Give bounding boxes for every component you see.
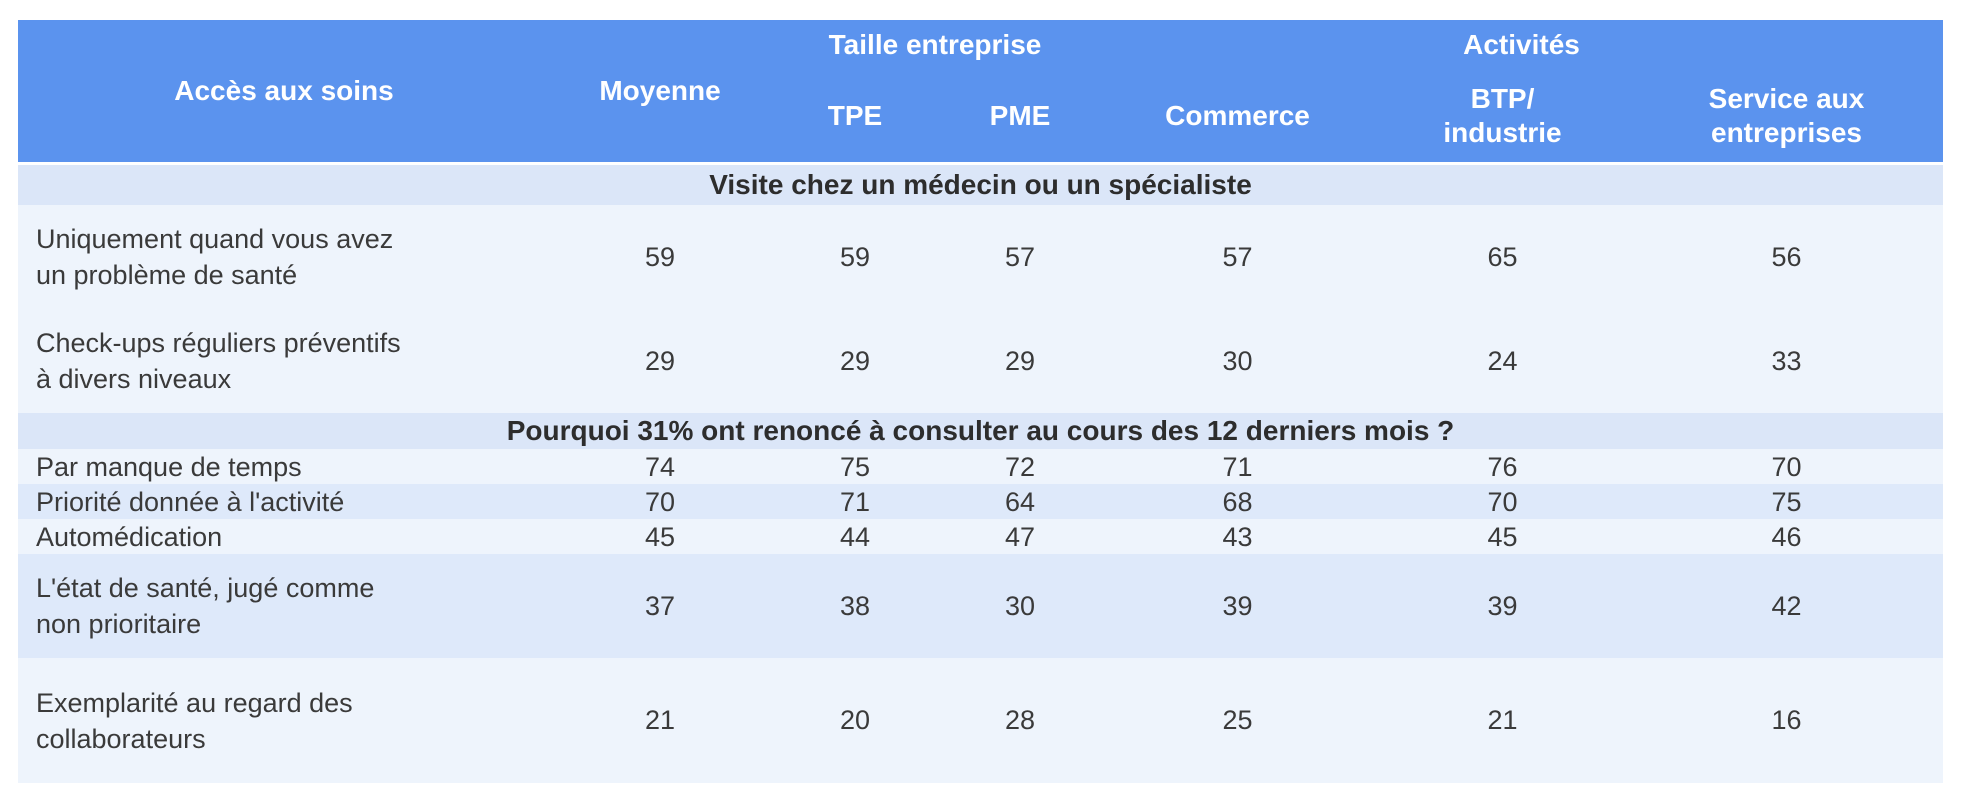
cell-tpe: 75: [839, 451, 871, 482]
cell-tpe: 44: [839, 521, 871, 552]
cell-service-aux-entreprises: 70: [1771, 451, 1802, 482]
acces-aux-soins-table: Accès aux soins Moyenne Taille entrepris…: [18, 20, 1943, 783]
row-label: L'état de santé, jugé comme non priorita…: [36, 573, 375, 639]
cell-service-aux-entreprises: 33: [1771, 345, 1802, 376]
cell-moyenne: 37: [644, 590, 676, 621]
table-header: Accès aux soins Moyenne Taille entrepris…: [18, 20, 1943, 165]
table-row-priorite-activite: Priorité donnée à l'activité 70 71 64 68…: [18, 484, 1943, 519]
row-label: Exemplarité au regard des collaborateurs: [36, 687, 353, 754]
group-header-activites: Activités: [1463, 29, 1580, 60]
row-label: Par manque de temps: [36, 452, 302, 482]
cell-commerce: 25: [1222, 705, 1253, 735]
cell-btp-industrie: 39: [1487, 590, 1518, 621]
table-row-etat-sante-non-prioritaire: L'état de santé, jugé comme non priorita…: [18, 554, 1943, 658]
cell-btp-industrie: 24: [1487, 345, 1518, 376]
table-row-uniquement-probleme-sante: Uniquement quand vous avez un problème d…: [18, 205, 1943, 309]
cell-btp-industrie: 65: [1487, 241, 1518, 272]
cell-btp-industrie: 76: [1487, 451, 1518, 482]
cell-commerce: 68: [1222, 486, 1253, 517]
cell-pme: 72: [1004, 451, 1036, 482]
column-header-commerce: Commerce: [1165, 100, 1310, 131]
cell-service-aux-entreprises: 16: [1771, 705, 1802, 735]
row-label: Automédication: [36, 522, 223, 552]
cell-pme: 57: [1004, 241, 1036, 272]
cell-btp-industrie: 70: [1487, 486, 1518, 517]
row-label: Uniquement quand vous avez un problème d…: [36, 224, 394, 290]
cell-btp-industrie: 21: [1487, 705, 1518, 735]
table-row-automedication: Automédication 45 44 47 43 45 46: [18, 519, 1943, 554]
section-title-visite-medecin: Visite chez un médecin ou un spécialiste: [18, 165, 1943, 205]
cell-pme: 29: [1004, 345, 1036, 376]
cell-tpe: 29: [839, 345, 871, 376]
row-label: Check-ups réguliers préventifs à divers …: [36, 328, 401, 394]
cell-service-aux-entreprises: 56: [1771, 241, 1802, 272]
cell-commerce: 43: [1222, 521, 1253, 552]
column-header-moyenne: Moyenne: [599, 75, 721, 106]
cell-moyenne: 45: [644, 521, 676, 552]
column-header-acces-aux-soins: Accès aux soins: [174, 75, 394, 106]
cell-commerce: 57: [1222, 241, 1253, 272]
cell-pme: 47: [1004, 521, 1036, 552]
cell-moyenne: 59: [644, 241, 676, 272]
table-row-exemplarite-collaborateurs: Exemplarité au regard des collaborateurs…: [18, 658, 1943, 783]
cell-btp-industrie: 45: [1487, 521, 1518, 552]
cell-tpe: 71: [839, 486, 871, 517]
cell-commerce: 30: [1222, 345, 1253, 376]
cell-commerce: 71: [1222, 451, 1253, 482]
cell-pme: 28: [1004, 705, 1036, 735]
cell-moyenne: 21: [644, 705, 676, 735]
table-row-par-manque-de-temps: Par manque de temps 74 75 72 71 76 70: [18, 449, 1943, 484]
group-header-taille-entreprise: Taille entreprise: [828, 29, 1042, 60]
column-header-tpe: TPE: [827, 100, 883, 131]
cell-service-aux-entreprises: 42: [1771, 590, 1802, 621]
table-row-check-ups-reguliers: Check-ups réguliers préventifs à divers …: [18, 309, 1943, 413]
cell-tpe: 59: [839, 241, 871, 272]
cell-pme: 30: [1004, 590, 1036, 621]
cell-commerce: 39: [1222, 590, 1253, 621]
cell-moyenne: 29: [644, 345, 676, 376]
cell-pme: 64: [1004, 486, 1036, 517]
cell-tpe: 20: [839, 705, 871, 735]
column-header-service-aux-entreprises: Service aux entreprises: [1708, 83, 1865, 148]
cell-service-aux-entreprises: 46: [1771, 521, 1802, 552]
cell-moyenne: 74: [644, 451, 676, 482]
column-header-pme: PME: [989, 100, 1051, 131]
column-header-btp-industrie: BTP/ industrie: [1443, 83, 1562, 148]
row-label: Priorité donnée à l'activité: [36, 487, 345, 517]
cell-moyenne: 70: [644, 486, 676, 517]
cell-service-aux-entreprises: 75: [1771, 486, 1802, 517]
cell-tpe: 38: [839, 590, 871, 621]
section-title-pourquoi-renonce: Pourquoi 31% ont renoncé à consulter au …: [18, 413, 1943, 449]
